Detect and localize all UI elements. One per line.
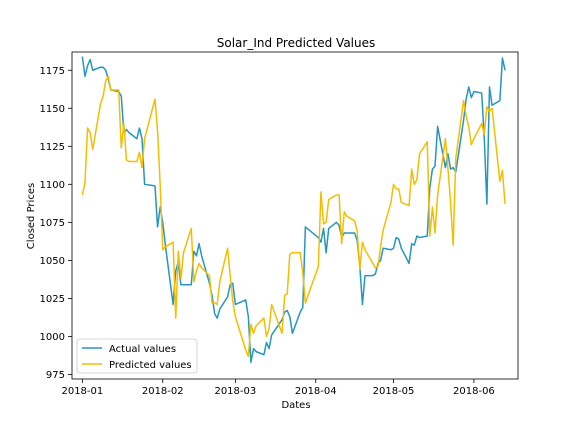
y-tick-label: 1125: [40, 142, 65, 153]
x-tick-label: 2018-05: [373, 386, 415, 397]
y-axis: 975 1000 1025 1050 1075 1100 1125 1150 1175: [40, 66, 72, 381]
legend: Actual values Predicted values: [76, 338, 198, 374]
x-tick-label: 2018-03: [214, 386, 256, 397]
actual-values-line: [81, 56, 506, 364]
x-axis-label: Dates: [281, 400, 310, 411]
y-tick-label: 1025: [40, 294, 65, 305]
predicted-values-line: [81, 75, 506, 357]
legend-box: [76, 338, 198, 374]
y-tick-label: 1100: [40, 180, 65, 191]
y-tick-label: 975: [46, 370, 65, 381]
series-layer: [81, 56, 506, 364]
x-tick-label: 2018-06: [453, 386, 495, 397]
y-tick-label: 1175: [40, 66, 65, 77]
y-tick-label: 1075: [40, 218, 65, 229]
y-tick-label: 1000: [40, 332, 65, 343]
plot-frame: [71, 51, 519, 380]
chart-title: Solar_Ind Predicted Values: [217, 36, 376, 50]
x-tick-label: 2018-01: [61, 386, 103, 397]
y-tick-label: 1150: [40, 104, 65, 115]
y-tick-label: 1050: [40, 256, 65, 267]
x-tick-label: 2018-02: [142, 386, 184, 397]
y-axis-label: Closed Prices: [26, 183, 37, 249]
legend-label-predicted: Predicted values: [109, 360, 192, 371]
x-tick-label: 2018-04: [295, 386, 337, 397]
x-axis: 2018-01 2018-02 2018-03 2018-04 2018-05 2018-…: [61, 379, 495, 397]
legend-label-actual: Actual values: [109, 344, 176, 355]
